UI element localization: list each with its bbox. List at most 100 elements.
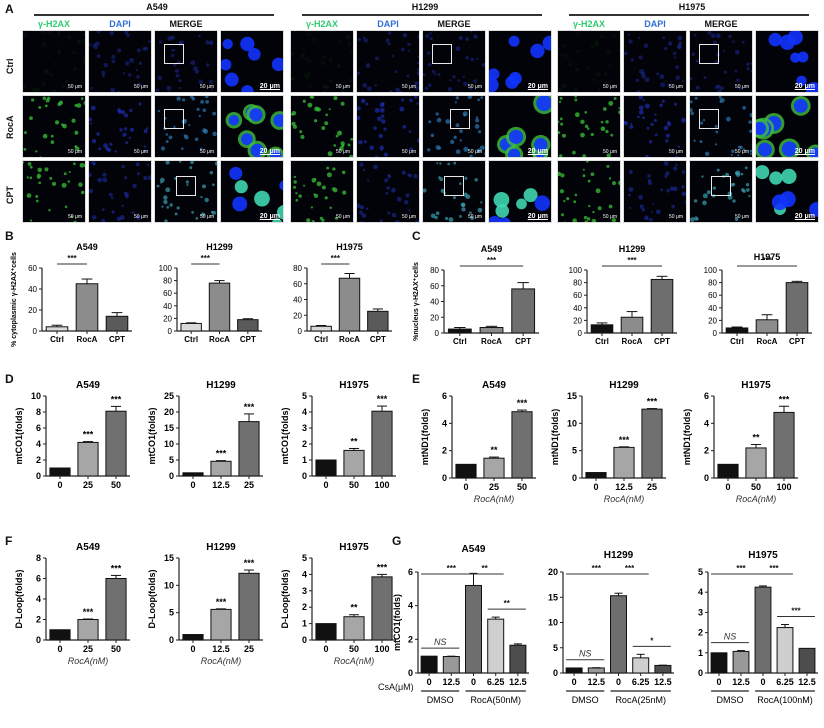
scale-bar-label: 50 μm — [468, 149, 482, 155]
y-tick-label: 4 — [302, 407, 307, 417]
scale-bar-label: 50 μm — [200, 84, 214, 90]
x-tick-label: 0 — [716, 677, 721, 687]
x-tick-label: 12.5 — [732, 677, 750, 687]
scale-bar-label: 50 μm — [200, 214, 214, 220]
x-tick-label: 50 — [111, 644, 121, 654]
zoom-region-box — [164, 44, 184, 64]
bar — [368, 311, 388, 331]
micrograph: 20 μm — [488, 95, 552, 158]
x-tick-label: 100 — [776, 482, 791, 492]
significance-label: *** — [67, 254, 77, 263]
micrograph: 50 μm — [290, 95, 354, 158]
zoom-region-box — [699, 109, 719, 129]
bar — [614, 447, 634, 478]
y-tick-label: 60 — [293, 280, 302, 289]
micrograph: 50 μm — [557, 30, 621, 93]
group-label: RocA(25nM) — [615, 695, 666, 705]
bar — [316, 624, 336, 640]
y-tick-label: 5 — [169, 608, 174, 618]
bar — [746, 448, 766, 478]
scale-bar-label: 20 μm — [528, 148, 548, 155]
bar — [209, 283, 229, 331]
x-tick-label: Ctrl — [50, 335, 64, 344]
micrograph: 50 μm — [623, 30, 687, 93]
significance-stars: *** — [216, 597, 227, 607]
treatment-row-label: RocA — [5, 115, 15, 139]
significance-label: *** — [592, 564, 602, 573]
y-axis-label: mtCO1(folds) — [392, 594, 402, 651]
x-axis-label: RocA(nM) — [68, 656, 109, 666]
zoom-region-box — [164, 109, 184, 129]
x-tick-label: 12.5 — [798, 677, 816, 687]
bar — [777, 628, 793, 673]
y-tick-label: 0 — [169, 471, 174, 481]
bar — [484, 458, 504, 478]
x-tick-label: 0 — [190, 480, 195, 490]
channel-label: DAPI — [623, 19, 687, 29]
x-tick-label: CPT — [370, 335, 386, 344]
scale-bar-label: 20 μm — [260, 148, 280, 155]
x-tick-label: 50 — [349, 644, 359, 654]
bar — [718, 464, 738, 478]
significance-stars: *** — [216, 449, 227, 459]
y-tick-label: 0 — [442, 473, 447, 483]
scale-bar-label: 50 μm — [735, 84, 749, 90]
scale-bar-label: 50 μm — [200, 149, 214, 155]
y-tick-label: 20 — [430, 313, 439, 322]
y-tick-label: 80 — [573, 279, 582, 288]
significance-stars: ** — [350, 436, 358, 446]
bar — [339, 278, 359, 331]
bar — [181, 323, 201, 331]
x-tick-label: 6.25 — [632, 677, 650, 687]
x-tick-label: 0 — [572, 677, 577, 687]
x-tick-label: 25 — [647, 482, 657, 492]
y-tick-label: 5 — [169, 455, 174, 465]
cell-line-underline — [34, 14, 274, 16]
significance-label: *** — [627, 256, 637, 265]
y-tick-label: 0 — [698, 668, 703, 678]
micrograph: 50 μm — [88, 95, 152, 158]
group-label: RocA(50nM) — [470, 695, 521, 705]
y-tick-label: 0 — [298, 327, 303, 336]
micrograph: 50 μm — [356, 30, 420, 93]
group-label: RocA(100nM) — [757, 695, 813, 705]
significance-label: *** — [769, 564, 779, 573]
y-tick-label: 0 — [435, 329, 440, 338]
y-tick-label: 0 — [713, 329, 718, 338]
y-tick-label: 5 — [553, 643, 558, 653]
chart-title: A549 — [481, 244, 503, 254]
bar — [726, 328, 748, 333]
bar — [786, 283, 808, 333]
significance-label: NS — [434, 637, 447, 647]
y-axis-label: % cytoplasmic γ-H2AX⁺cells — [11, 252, 18, 347]
y-tick-label: 15 — [548, 592, 558, 602]
bar — [239, 573, 259, 640]
y-tick-label: 5 — [302, 553, 307, 563]
y-tick-label: 2 — [698, 628, 703, 638]
y-tick-label: 8 — [36, 553, 41, 563]
x-tick-label: 12.5 — [588, 677, 606, 687]
micrograph: 50 μm — [557, 95, 621, 158]
bar — [642, 409, 662, 478]
y-axis-label: %nucleus γ-H2AX⁺cells — [413, 262, 420, 341]
bar — [211, 609, 231, 640]
bar — [633, 658, 649, 673]
scale-bar-label: 20 μm — [528, 213, 548, 220]
scale-bar-label: 20 μm — [795, 213, 815, 220]
scale-bar-label: 50 μm — [336, 214, 350, 220]
bar — [591, 325, 613, 333]
y-axis-label: mtCO1(folds) — [280, 408, 290, 465]
bar — [238, 320, 258, 331]
x-axis-label: RocA(nM) — [604, 494, 645, 504]
significance-label: *** — [736, 564, 746, 573]
y-tick-label: 4 — [36, 594, 41, 604]
scale-bar-label: 50 μm — [603, 214, 617, 220]
